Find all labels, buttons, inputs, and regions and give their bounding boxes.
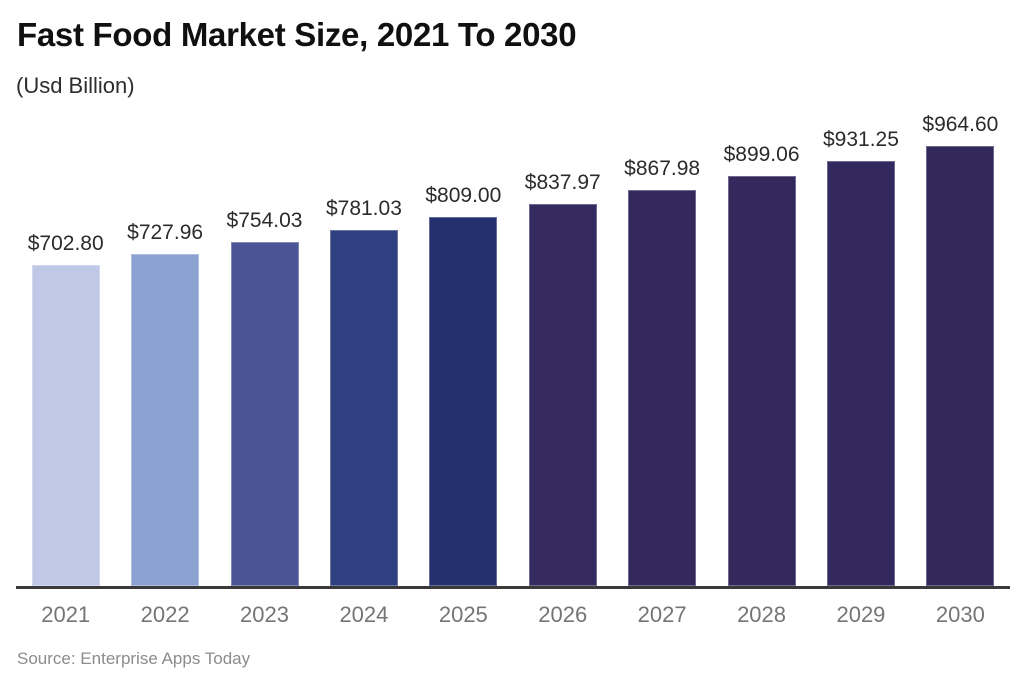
bar-slot-2025: $809.00: [414, 0, 513, 586]
x-tick-label-2025: 2025: [438, 602, 488, 627]
bar-slot-2023: $754.03: [215, 0, 314, 586]
value-label-2022: $727.96: [127, 220, 204, 244]
plot-area: $702.80 $727.96 $754.03 $781.03 $809.00 $837.…: [16, 0, 1010, 589]
value-label-2023: $754.03: [226, 209, 303, 233]
value-label-2026: $837.97: [524, 170, 601, 194]
bar-2021: $702.80: [28, 232, 104, 586]
bar-slot-2022: $727.96: [115, 0, 214, 586]
value-label-2030: $964.60: [922, 113, 999, 136]
bar-2022: $727.96: [127, 221, 203, 586]
x-tick-label-2021: 2021: [41, 602, 91, 627]
chart-subtitle: (Usd Billion): [16, 73, 135, 98]
x-tick-label-2022: 2022: [140, 602, 190, 627]
x-tick-label-2027: 2027: [637, 602, 687, 627]
bar-2025: $809.00: [425, 184, 501, 586]
bar-2027: $867.98: [624, 157, 700, 586]
bar-2024: $781.03: [326, 197, 402, 586]
bar-2030: $964.60: [922, 113, 998, 586]
bar-2023: $754.03: [227, 209, 302, 586]
x-axis-labels: 2021 2022 2023 2024 2025 2026 2027 2028 2029 2030: [16, 596, 1010, 628]
bar-slot-2024: $781.03: [314, 0, 413, 586]
chart-title: Fast Food Market Size, 2021 To 2030: [17, 16, 577, 53]
bar-slot-2030: $964.60: [911, 0, 1010, 586]
value-label-2028: $899.06: [723, 142, 800, 166]
x-tick-label-2030: 2030: [935, 602, 985, 627]
bar-2026: $837.97: [525, 171, 601, 586]
bar-slot-2026: $837.97: [513, 0, 612, 586]
bar-slot-2029: $931.25: [811, 0, 910, 586]
x-tick-label-2024: 2024: [339, 602, 389, 627]
value-label-2021: $702.80: [27, 232, 104, 256]
value-label-2029: $931.25: [822, 128, 899, 152]
x-tick-label-2023: 2023: [240, 602, 289, 627]
value-label-2027: $867.98: [624, 157, 701, 181]
bar-2029: $931.25: [823, 128, 899, 586]
bar-slot-2021: $702.80: [16, 0, 115, 586]
value-label-2025: $809.00: [425, 184, 502, 207]
x-tick-label-2029: 2029: [836, 602, 886, 627]
bars-row: $702.80 $727.96 $754.03 $781.03 $809.00 $837.…: [16, 0, 1010, 586]
value-label-2024: $781.03: [325, 196, 402, 220]
x-tick-label-2028: 2028: [737, 602, 787, 627]
bar-slot-2028: $899.06: [712, 0, 811, 586]
bar-slot-2027: $867.98: [612, 0, 711, 586]
x-tick-label-2026: 2026: [538, 602, 588, 627]
source-note: Source: Enterprise Apps Today: [17, 649, 251, 668]
bar-2028: $899.06: [724, 143, 800, 586]
